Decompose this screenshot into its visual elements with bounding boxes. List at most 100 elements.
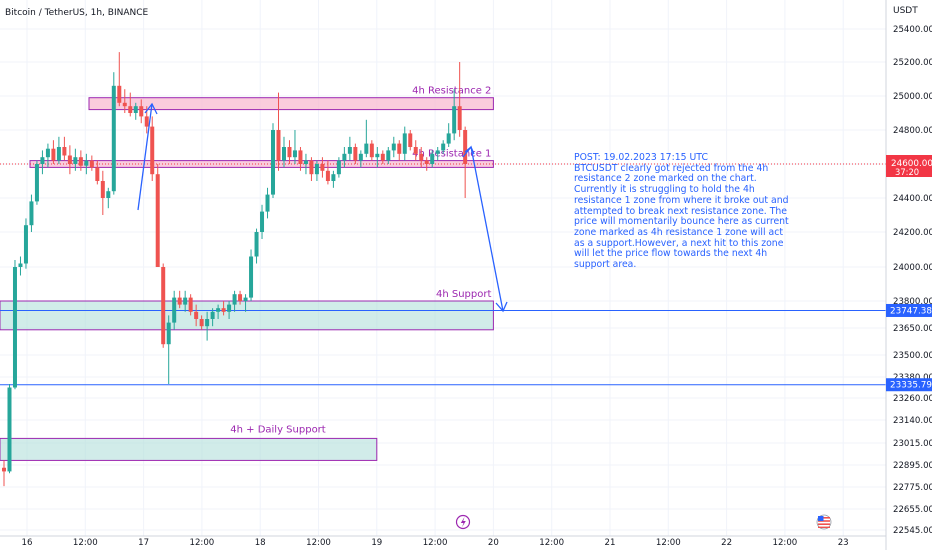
candle-body xyxy=(260,211,265,232)
candle-body xyxy=(320,164,325,171)
arrowhead xyxy=(495,301,508,313)
price-tick-label: 24800.00 xyxy=(893,126,932,136)
time-tick-label: 22 xyxy=(721,538,732,548)
candle-body xyxy=(34,164,39,202)
price-tick-label: 23800.00 xyxy=(893,297,932,307)
candle-body xyxy=(281,147,286,161)
candle-body xyxy=(7,387,12,472)
candle-body xyxy=(117,85,122,103)
time-tick-label: 23 xyxy=(838,538,849,548)
lightning-icon[interactable] xyxy=(455,514,471,530)
candle-body xyxy=(287,147,292,158)
time-tick-label: 12:00 xyxy=(656,538,681,548)
candle-body xyxy=(89,160,94,168)
post-note: POST: 19.02.2023 17:15 UTC BTCUSDT clear… xyxy=(574,152,796,271)
candle-body xyxy=(100,181,105,198)
price-tick-label: 22655.00 xyxy=(893,505,932,515)
current-price-countdown: 37:20 xyxy=(895,167,919,177)
symbol-title: Bitcoin / TetherUS, 1h, BINANCE xyxy=(5,8,149,18)
price-tick-label: 23650.00 xyxy=(893,324,932,334)
candle-body xyxy=(183,297,188,305)
time-tick-label: 20 xyxy=(488,538,499,548)
candle-body xyxy=(347,147,352,154)
time-axis[interactable]: 16 12:00 17 12:00 18 12:00 19 12:00 20 12:00 21 12:… xyxy=(0,535,886,548)
price-tick-label: 23260.00 xyxy=(893,394,932,404)
candle-body xyxy=(292,150,297,158)
candle-body xyxy=(446,133,451,144)
candle-body xyxy=(325,170,330,181)
candle-body xyxy=(232,294,237,305)
candle-body xyxy=(199,319,204,327)
candle-body xyxy=(155,174,160,267)
current-price-value: 24600.00 xyxy=(891,159,932,169)
candle-body xyxy=(194,311,199,319)
candle-body xyxy=(95,167,100,181)
time-tick-label: 12:00 xyxy=(73,538,98,548)
candle-body xyxy=(2,467,6,472)
candle-body xyxy=(67,155,72,164)
candle-body xyxy=(111,85,116,192)
candle-body xyxy=(243,297,248,301)
price-line-badge-label: 23335.79 xyxy=(890,381,932,391)
time-tick-label: 12:00 xyxy=(773,538,798,548)
price-tick-label: 25000.00 xyxy=(893,92,932,102)
price-tick-label: 25400.00 xyxy=(893,25,932,35)
price-tick-label: 22895.00 xyxy=(893,461,932,471)
candle-body xyxy=(23,225,28,264)
post-note-date: POST: 19.02.2023 17:15 UTC xyxy=(574,152,708,163)
candle-body xyxy=(78,157,83,166)
candle-body xyxy=(424,160,429,164)
candle-body xyxy=(364,143,369,154)
candle-body xyxy=(150,126,155,175)
arrows xyxy=(137,102,508,313)
candle-body xyxy=(413,147,418,154)
candle-body xyxy=(353,147,358,161)
candle-body xyxy=(12,267,17,388)
candle-body xyxy=(402,133,407,154)
price-line-badge xyxy=(886,378,932,392)
candle-body xyxy=(419,153,424,161)
candle-body xyxy=(122,102,127,107)
candle-body xyxy=(106,191,111,198)
currency-label: USDT xyxy=(893,6,918,16)
zone-rect xyxy=(0,437,378,461)
candle-body xyxy=(391,143,396,151)
zones: 4h Resistance 2 4h Resistance 1 4h Support… xyxy=(0,86,494,461)
candle-body xyxy=(435,150,440,154)
candle-body xyxy=(210,311,215,319)
candle-body xyxy=(276,130,281,161)
candle-body xyxy=(161,267,166,345)
candle-body xyxy=(188,297,193,312)
price-tick-label: 24200.00 xyxy=(893,228,932,238)
time-tick-label: 21 xyxy=(605,538,616,548)
zone-rect xyxy=(88,97,494,111)
candles xyxy=(2,52,468,487)
candle-body xyxy=(397,143,402,154)
us-flag-icon[interactable] xyxy=(816,514,832,530)
candle-body xyxy=(386,150,391,161)
candle-body xyxy=(457,106,462,130)
zone-label: 4h + Daily Support xyxy=(230,424,326,435)
candle-body xyxy=(331,174,336,181)
price-line-badge-label: 23747.38 xyxy=(890,306,932,316)
candle-body xyxy=(51,148,56,161)
candle-body xyxy=(166,322,171,345)
price-tick-label: 23140.00 xyxy=(893,416,932,426)
candle-body xyxy=(271,130,276,195)
candle-body xyxy=(221,308,226,312)
candle-body xyxy=(144,116,149,127)
price-axis[interactable]: 25400.00 25200.00 25000.00 24800.00 24600.00… xyxy=(885,0,932,550)
candle-body xyxy=(309,160,314,175)
candle-body xyxy=(369,143,374,158)
candle-body xyxy=(40,157,45,164)
candle-body xyxy=(298,150,303,164)
candle-body xyxy=(375,153,380,158)
price-tick-label: 23500.00 xyxy=(893,351,932,361)
zone-rect xyxy=(0,300,494,331)
candle-body xyxy=(29,201,34,226)
price-line-badge xyxy=(886,303,932,317)
zone-label: 4h Support xyxy=(436,289,491,300)
